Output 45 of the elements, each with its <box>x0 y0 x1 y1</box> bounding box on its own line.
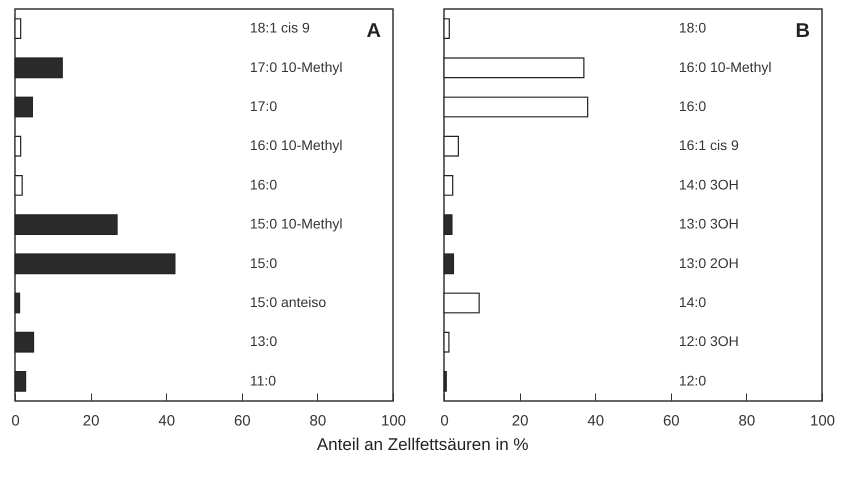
x-tick-label: 0 <box>440 412 449 430</box>
y-tick-label: 12:0 <box>678 372 706 388</box>
bar <box>443 18 450 39</box>
y-tick-label: 14:0 3OH <box>678 176 739 192</box>
y-tick-label: 16:1 cis 9 <box>678 137 739 154</box>
y-tick-label: 16:0 10-Methyl <box>678 58 772 75</box>
bar <box>14 136 22 157</box>
bar <box>443 96 588 118</box>
x-tick-label: 80 <box>738 412 756 430</box>
text: B <box>796 20 810 42</box>
x-tick-label: 80 <box>310 412 326 430</box>
y-tick-label: 16:0 10-Methyl <box>250 137 342 154</box>
bar <box>14 175 23 196</box>
y-tick-label: 13:0 3OH <box>678 216 739 232</box>
y-tick-label: 15:0 10-Methyl <box>250 216 342 232</box>
y-tick-label: 17:0 <box>250 98 278 114</box>
bar <box>443 332 450 353</box>
bar <box>14 18 22 39</box>
bar <box>443 175 454 196</box>
x-tick-label: 40 <box>587 412 604 430</box>
text: A <box>366 20 381 42</box>
y-tick-label: 18:0 <box>678 20 706 36</box>
y-tick-label: 16:0 <box>678 98 706 114</box>
x-tick-label: 40 <box>158 412 176 430</box>
y-tick-label: 18:1 cis 9 <box>250 20 310 36</box>
x-tick-label: 100 <box>380 412 406 430</box>
x-tick-label: 20 <box>512 412 528 430</box>
x-tick-label: 60 <box>662 412 680 430</box>
y-tick-label: 11:0 <box>250 372 276 388</box>
y-tick-label: 13:0 2OH <box>678 254 739 271</box>
y-tick-label: 15:0 <box>250 254 278 271</box>
y-tick-label: 13:0 <box>250 333 278 350</box>
bar <box>443 136 459 157</box>
y-tick-label: 12:0 3OH <box>678 333 739 350</box>
x-tick-label: 100 <box>810 412 836 430</box>
y-tick-label: 17:0 10-Methyl <box>250 58 342 75</box>
x-axis-title: Anteil an Zellfettsäuren in % <box>316 434 529 454</box>
y-tick-label: 15:0 anteiso <box>250 294 326 310</box>
y-tick-label: 16:0 <box>250 176 278 192</box>
bar <box>443 292 480 314</box>
x-tick-label: 60 <box>234 412 251 430</box>
x-tick-label: 0 <box>11 412 20 430</box>
x-tick-label: 20 <box>82 412 100 430</box>
y-tick-label: 14:0 <box>678 294 706 310</box>
bar <box>443 57 584 78</box>
